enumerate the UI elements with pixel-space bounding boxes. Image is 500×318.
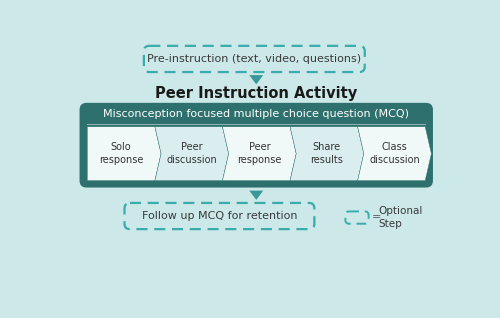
Polygon shape <box>290 127 364 181</box>
Polygon shape <box>155 127 228 181</box>
Text: Solo
response: Solo response <box>99 142 144 165</box>
Text: Peer
discussion: Peer discussion <box>166 142 217 165</box>
Polygon shape <box>358 127 432 181</box>
FancyBboxPatch shape <box>80 103 433 188</box>
Text: =: = <box>372 212 381 223</box>
Text: Share
results: Share results <box>310 142 344 165</box>
Text: Follow up MCQ for retention: Follow up MCQ for retention <box>142 211 297 221</box>
Text: Peer Instruction Activity: Peer Instruction Activity <box>155 86 358 101</box>
Text: Misconception focused multiple choice question (MCQ): Misconception focused multiple choice qu… <box>104 109 409 119</box>
Text: Pre-instruction (text, video, questions): Pre-instruction (text, video, questions) <box>147 54 362 64</box>
Polygon shape <box>250 190 263 200</box>
Polygon shape <box>222 127 296 181</box>
Text: Class
discussion: Class discussion <box>369 142 420 165</box>
Polygon shape <box>88 127 161 181</box>
Text: Peer
response: Peer response <box>237 142 282 165</box>
Text: Optional
Step: Optional Step <box>378 206 423 229</box>
Polygon shape <box>250 75 263 84</box>
